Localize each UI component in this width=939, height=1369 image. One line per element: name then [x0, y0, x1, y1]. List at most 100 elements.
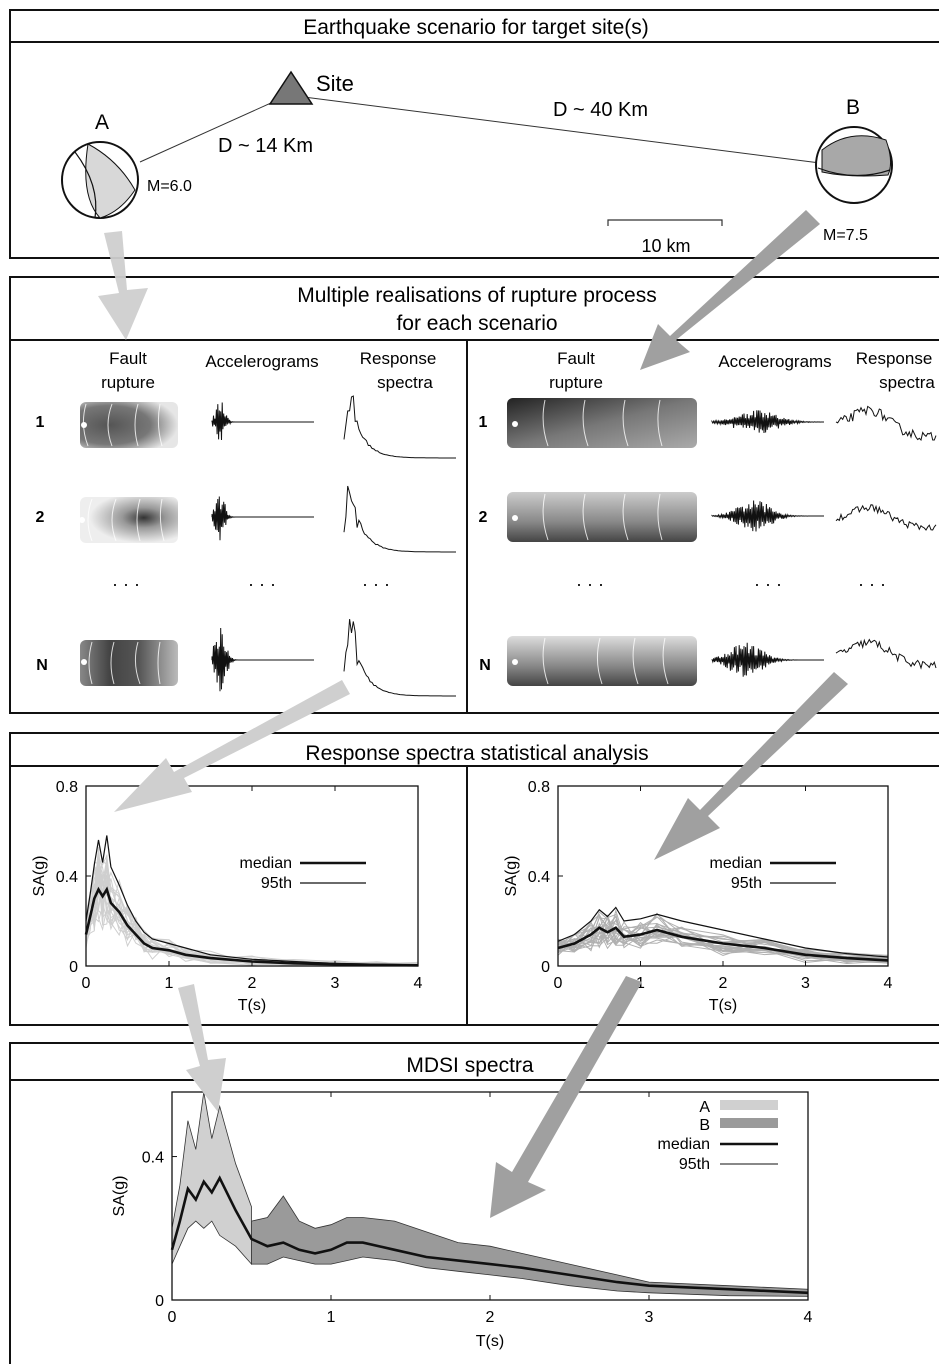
chart-b-xtick-label: 3: [801, 975, 810, 992]
arrow-a-to-stats: [114, 680, 350, 812]
chart-a-xtick-label: 0: [82, 975, 91, 992]
chart-a-xtick-label: 3: [331, 975, 340, 992]
chart-a-ytick-label: 0: [69, 959, 78, 976]
mdsi-legend-b-swatch: [720, 1118, 778, 1128]
event-b-label: B: [846, 96, 860, 119]
mdsi-legend-b: B: [699, 1117, 710, 1134]
ellipsis-b-accel: · · ·: [754, 574, 782, 594]
mdsi-xtick-label: 0: [168, 1309, 177, 1326]
chart-b-xtick-label: 0: [554, 975, 563, 992]
chart-a-legend-median: median: [240, 855, 292, 872]
mdsi-band-b: [251, 1195, 809, 1297]
mdsi-band-a: [171, 1091, 252, 1266]
arrow-b-to-mdsi: [490, 976, 642, 1218]
ellipsis-a-fault: · · ·: [112, 574, 140, 594]
arrow-a-to-realisations: [98, 231, 148, 340]
chart-b-xtick-label: 2: [719, 975, 728, 992]
mdsi-xtick-label: 1: [327, 1309, 336, 1326]
stats-frame: [9, 732, 939, 1026]
mini-spectrum-a-2: [343, 485, 456, 553]
mini-spectrum-b-1: [835, 405, 937, 441]
chart-a-realisation-line: [85, 867, 419, 965]
mdsi-title: MDSI spectra: [406, 1054, 534, 1077]
arrow-a-to-mdsi: [178, 984, 226, 1112]
path-site-to-b: [295, 95, 821, 164]
event-a-distance: D ~ 14 Km: [218, 135, 313, 157]
mini-spectrum-b-2: [835, 504, 937, 531]
row-label-b-1: 1: [479, 414, 488, 431]
arrow-b-to-stats: [654, 672, 848, 860]
mdsi-legend-a-swatch: [720, 1100, 778, 1110]
chart-a-xtick-label: 2: [248, 975, 257, 992]
realisations-frame: [9, 276, 939, 714]
header-b-fault-line1: Fault: [557, 349, 595, 368]
ellipsis-a-accel: · · ·: [248, 574, 276, 594]
scale-bar-label: 10 km: [641, 236, 690, 256]
chart-a-realisation-line: [85, 853, 418, 967]
mdsi-ytick-label: 0: [155, 1293, 164, 1310]
row-label-a-n: N: [36, 657, 48, 674]
row-label-b-n: N: [479, 657, 491, 674]
row-label-a-2: 2: [36, 509, 45, 526]
fault-rupture-b-n: [507, 636, 697, 686]
chart-a-realisation-line: [85, 858, 419, 967]
chart-scenario-a: 0 1 2 3 4 0 0.4 0.8 T(s) SA(g) median 95th: [31, 779, 423, 1014]
scale-bar: [607, 219, 723, 226]
chart-a-series-95th: [85, 835, 419, 966]
header-a-fault-line1: Fault: [109, 349, 147, 368]
chart-b-series-median: [557, 926, 889, 962]
chart-a-realisation-line: [85, 864, 419, 967]
chart-a-xtick-label: 1: [165, 975, 174, 992]
accelerogram-b-n: [711, 642, 824, 677]
accelerogram-b-2: [711, 500, 824, 532]
accelerogram-a-n: [211, 627, 314, 692]
realisations-title-line2: for each scenario: [396, 312, 557, 335]
chart-a-xtick-label: 4: [414, 975, 423, 992]
chart-b-xtick-label: 4: [884, 975, 893, 992]
mdsi-xtick-label: 2: [486, 1309, 495, 1326]
scenario-frame: [9, 9, 939, 259]
chart-a-realisation-line: [85, 859, 419, 967]
mini-response-spectra: [343, 395, 937, 697]
chart-a-ylabel: SA(g): [31, 856, 48, 897]
fault-rupture-a-n: [80, 640, 178, 686]
mdsi-series-median: [170, 1175, 809, 1295]
chart-a-series-median: [84, 886, 419, 967]
ellipsis-b-resp: · · ·: [858, 574, 886, 594]
fault-rupture-a-2: [79, 497, 178, 543]
site-triangle-icon: [268, 70, 314, 105]
row-label-b-2: 2: [479, 509, 488, 526]
chart-b-legend-95th: 95th: [731, 875, 762, 892]
accelerogram-a-1: [211, 402, 314, 441]
chart-b-ytick-label: 0.4: [528, 869, 550, 886]
header-a-response-line1: Response: [360, 349, 437, 368]
chart-a-ytick-label: 0.8: [56, 779, 78, 796]
header-b-fault-line2: rupture: [549, 373, 603, 392]
event-b-beachball-icon: [815, 126, 893, 204]
event-b-magnitude: M=7.5: [823, 227, 868, 244]
mdsi-legend-a: A: [699, 1099, 710, 1116]
stats-title: Response spectra statistical analysis: [305, 742, 648, 765]
fault-rupture-b-2: [507, 492, 697, 542]
row-label-a-1: 1: [36, 414, 45, 431]
event-a-beachball-icon: [61, 141, 139, 219]
mdsi-xtick-label: 4: [804, 1309, 813, 1326]
realisations-section: Multiple realisations of rupture process…: [9, 276, 939, 714]
chart-b-ytick-label: 0: [541, 959, 550, 976]
chart-a-legend-95th: 95th: [261, 875, 292, 892]
chart-a-realisation-line: [85, 856, 419, 965]
header-b-response-line1: Response: [856, 349, 933, 368]
chart-a-realisation-line: [85, 855, 419, 967]
mdsi-ylabel: SA(g): [111, 1176, 128, 1217]
chart-b-legend-median: median: [710, 855, 762, 872]
mini-spectrum-a-1: [343, 395, 456, 459]
fault-rupture-a-1: [80, 402, 178, 448]
mini-spectrum-b-n: [835, 638, 937, 670]
chart-b-series-95th: [557, 906, 889, 958]
mini-spectrum-a-n: [343, 619, 456, 697]
event-b-distance: D ~ 40 Km: [553, 99, 648, 121]
header-b-accelerograms: Accelerograms: [718, 352, 831, 371]
